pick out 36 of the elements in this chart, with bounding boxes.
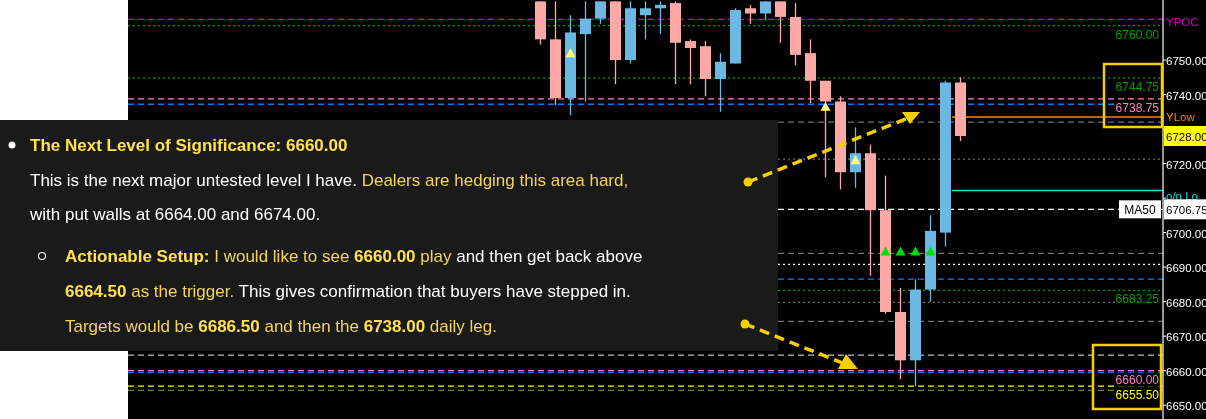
annotation: and then get back above [451, 247, 643, 266]
ref-line-label: 6655.50 [1115, 388, 1160, 403]
ref-line-label: o/n Lo [1166, 189, 1198, 202]
ref-line-label: YLow [1166, 111, 1196, 123]
ref-line-label: 6760.00 [1115, 27, 1160, 42]
candlestick [685, 38, 696, 85]
annotation: This gives confirmation that buyers have stepped in. [234, 282, 631, 301]
annotation: with put walls at 6664.00 and 6674.00. [29, 205, 321, 224]
annotation: play [415, 247, 452, 266]
annotation: I would like to see [209, 247, 355, 266]
candlestick [775, 0, 786, 44]
annotation: as the trigger. [126, 282, 235, 301]
ref-line-label: 6744.75 [1115, 80, 1160, 95]
candlestick [580, 0, 591, 103]
annotation: Actionable Setup: [65, 247, 210, 266]
annotation: 6660.00 [354, 247, 416, 266]
candlestick [760, 0, 771, 22]
ref-line-label: MA50 [1124, 203, 1156, 218]
annotation: and then the [259, 317, 364, 336]
ref-line-label: 6683.25 [1115, 292, 1160, 307]
annotation: The Next Level of Significance: 6660.00 [30, 136, 348, 155]
annotation: This is the next major untested level I have. [30, 171, 362, 190]
candlestick [745, 4, 756, 25]
candlestick [595, 0, 606, 25]
candlestick [715, 52, 726, 113]
annotation: Dealers are hedging this area hard, [361, 171, 629, 190]
candlestick [820, 80, 831, 179]
annotation: daily leg. [425, 317, 497, 336]
annotation: Targets would be [65, 317, 199, 336]
candlestick [640, 0, 651, 40]
ref-line-label: 6738.75 [1115, 100, 1160, 115]
annotation: 6738.00 [363, 317, 426, 336]
ref-line-label: 6660.00 [1115, 372, 1160, 387]
ref-line-label: YPOC [1166, 16, 1199, 29]
annotation: 6686.50 [198, 317, 260, 336]
text: 6664.50 [65, 282, 127, 301]
